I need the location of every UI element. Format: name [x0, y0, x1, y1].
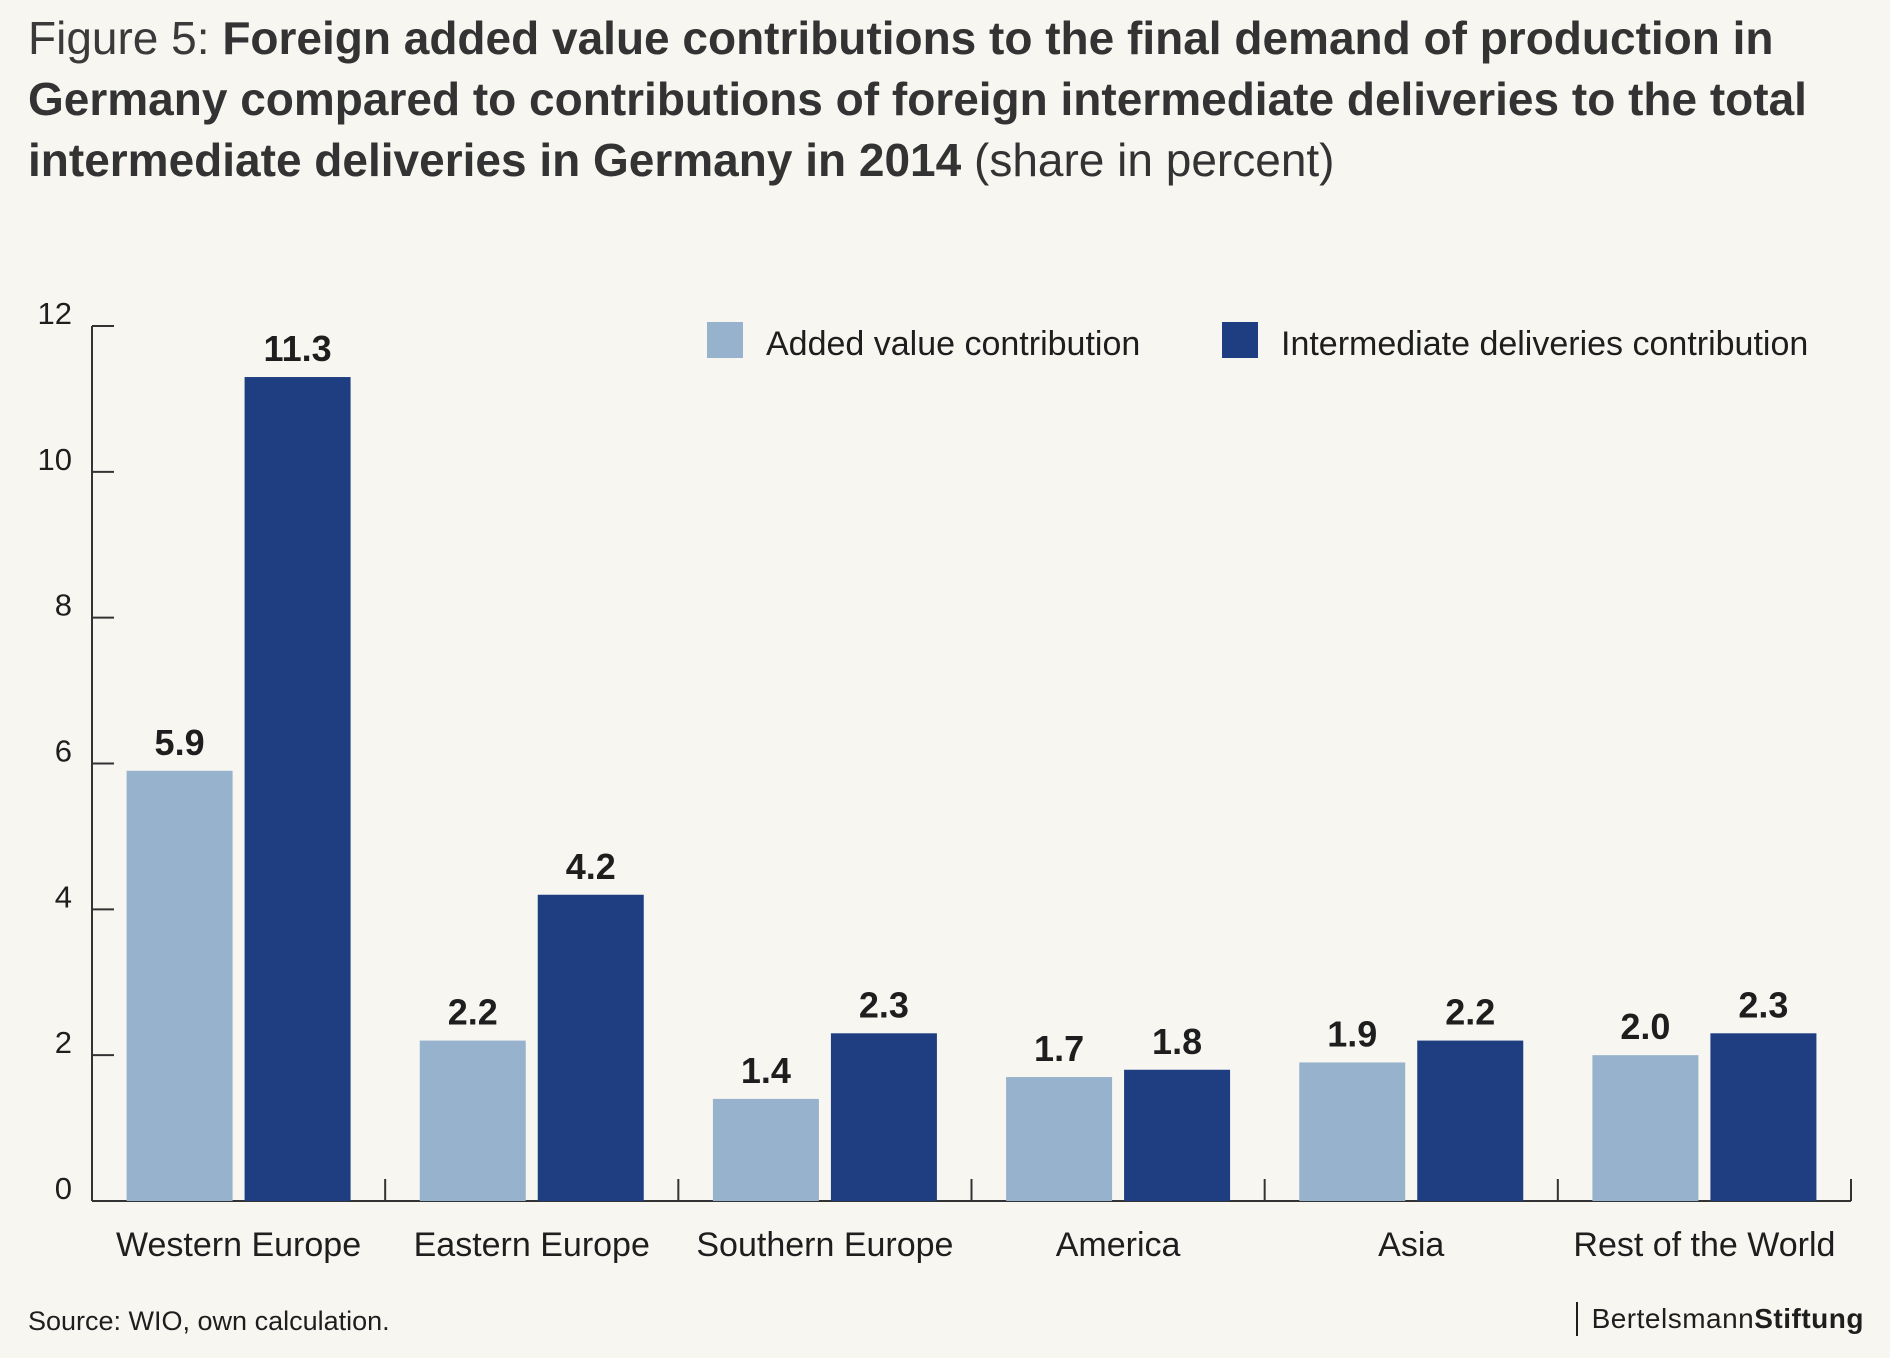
data-label: 4.2	[566, 846, 616, 887]
bar-added-value	[419, 1040, 526, 1201]
y-tick-label: 4	[55, 879, 72, 914]
bar-intermediate	[1710, 1033, 1817, 1201]
data-label: 1.4	[741, 1050, 791, 1091]
bar-intermediate	[537, 894, 644, 1201]
y-tick-label: 8	[55, 588, 72, 623]
brand-name-bold: Stiftung	[1754, 1303, 1864, 1334]
bar-added-value	[1592, 1055, 1699, 1201]
bar-added-value	[1299, 1062, 1406, 1201]
x-tick-label: Asia	[1378, 1226, 1444, 1264]
source-note: Source: WIO, own calculation.	[28, 1306, 390, 1336]
legend: Added value contribution Intermediate del…	[707, 322, 1808, 363]
x-tick-label: Western Europe	[116, 1226, 361, 1264]
legend-label: Intermediate deliveries contribution	[1281, 325, 1808, 363]
data-label: 11.3	[264, 328, 332, 369]
y-tick-label: 6	[55, 734, 72, 769]
x-tick-label: Southern Europe	[696, 1226, 953, 1264]
data-label: 1.9	[1327, 1013, 1377, 1054]
data-label: 2.2	[448, 992, 498, 1033]
brand-logo: BertelsmannStiftung	[1575, 1302, 1864, 1336]
bar-added-value	[1006, 1077, 1113, 1201]
chart-title: Figure 5: Foreign added value contributi…	[28, 8, 1868, 191]
y-tick-label: 0	[55, 1171, 72, 1206]
bar-intermediate	[244, 377, 351, 1202]
x-tick-label: Rest of the World	[1573, 1226, 1835, 1264]
bar-intermediate	[1417, 1040, 1524, 1201]
bar-added-value	[712, 1098, 819, 1201]
data-label: 1.7	[1034, 1028, 1084, 1069]
bar-added-value	[126, 770, 233, 1201]
bar-intermediate	[1124, 1069, 1231, 1201]
data-label: 2.2	[1445, 992, 1495, 1033]
figure-number: Figure 5:	[28, 12, 223, 64]
data-label: 1.8	[1152, 1021, 1202, 1062]
data-label: 5.9	[155, 722, 205, 763]
title-text: Foreign added value contributions to the…	[28, 12, 1807, 186]
data-label: 2.3	[859, 984, 909, 1025]
data-label: 2.0	[1620, 1006, 1670, 1047]
y-tick-label: 2	[55, 1025, 72, 1060]
legend-label: Added value contribution	[766, 325, 1140, 363]
x-tick-label: America	[1056, 1226, 1181, 1264]
brand-name: Bertelsmann	[1591, 1303, 1755, 1334]
data-label: 2.3	[1738, 984, 1788, 1025]
legend-swatch	[707, 322, 743, 358]
bar-intermediate	[830, 1033, 937, 1201]
legend-swatch	[1222, 322, 1258, 358]
y-tick-label: 12	[38, 296, 72, 331]
title-unit: (share in percent)	[961, 134, 1335, 186]
x-tick-label: Eastern Europe	[414, 1226, 650, 1264]
value-labels: 5.9 11.3 2.2 4.2 1.4 2.3 1.7 1.8 1.9 2.2 2.0 2.3	[155, 328, 1789, 1091]
axes: 0 2 4 6 8 10 12 Western Europe Eastern Europe Sou…	[38, 296, 1852, 1264]
y-tick-label: 10	[38, 442, 72, 477]
bars	[126, 377, 1817, 1202]
